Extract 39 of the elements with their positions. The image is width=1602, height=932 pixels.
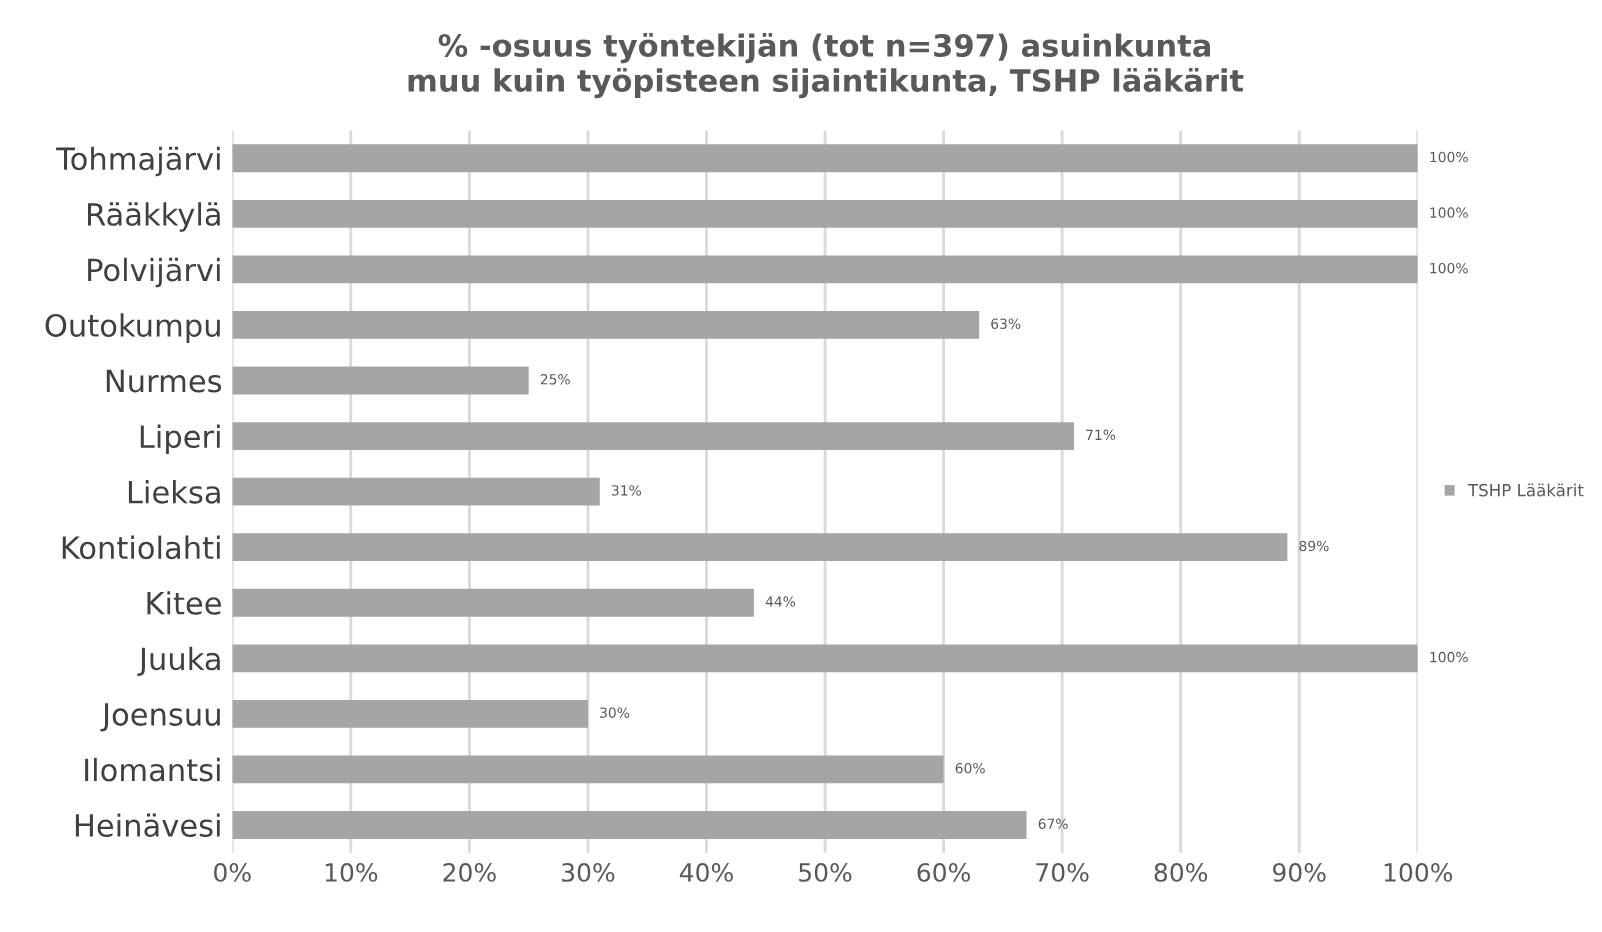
bar [232,533,1288,562]
bar [232,311,980,339]
y-tick-label: Outokumpu [45,313,220,343]
bar [232,144,1418,173]
y-tick-label: Kitee [147,591,221,615]
x-tick-label: 70% [1036,862,1089,882]
x-tick-label: 0% [214,862,251,882]
bar [232,477,600,506]
legend-label: TSHP Lääkärit [1467,483,1584,497]
y-tick-label: Lieksa [128,480,220,504]
y-tick-label: Heinävesi [75,813,220,838]
x-tick-label: 10% [325,862,378,882]
x-tick-label: 90% [1273,862,1326,882]
bar [232,644,1418,673]
x-tick-label: 30% [562,862,615,882]
x-tick-label: 100% [1384,862,1453,882]
bar [232,422,1074,450]
y-tick-label: Rääkkylä [87,202,220,232]
y-tick-label: Liperi [140,424,220,455]
y-tick-label: Joensuu [100,703,220,732]
x-tick-label: 40% [679,862,733,882]
y-tick-label: Tohmajärvi [56,146,220,177]
y-tick-label: Juuka [137,646,220,677]
x-tick-label: 80% [1154,862,1208,882]
chart-title: % -osuus työntekijän (tot n=397) asuinkunta muu kuin työpisteen sijaintikunta, TSHP lääkärit [408,32,1244,99]
bar [232,755,944,784]
y-tick-label: Polvijärvi [88,257,220,288]
y-tick-label: Nurmes [106,369,222,393]
bar [232,588,754,617]
x-tick-label: 60% [917,862,970,882]
bar [232,255,1418,284]
x-tick-label: 50% [799,862,852,882]
x-tick-label: 20% [443,862,496,882]
bar [232,699,588,728]
bar [232,366,529,395]
bar [232,811,1027,839]
bar [232,199,1418,228]
y-tick-label: Ilomantsi [85,757,220,782]
y-tick-label: Kontiolahti [62,535,220,560]
